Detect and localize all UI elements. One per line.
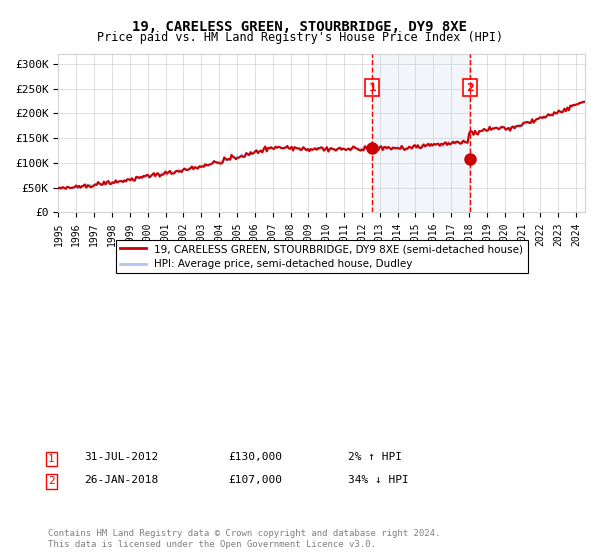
Bar: [372, 54, 470, 212]
Text: 1: 1: [368, 83, 376, 93]
Text: £107,000: £107,000: [228, 475, 282, 485]
Text: 2% ↑ HPI: 2% ↑ HPI: [348, 452, 402, 463]
Legend: 19, CARELESS GREEN, STOURBRIDGE, DY9 8XE (semi-detached house), HPI: Average pri: 19, CARELESS GREEN, STOURBRIDGE, DY9 8XE…: [116, 240, 527, 273]
Text: 1: 1: [48, 454, 55, 464]
Text: 2: 2: [466, 83, 474, 93]
Text: 19, CARELESS GREEN, STOURBRIDGE, DY9 8XE: 19, CARELESS GREEN, STOURBRIDGE, DY9 8XE: [133, 20, 467, 34]
Text: £130,000: £130,000: [228, 452, 282, 463]
Text: Price paid vs. HM Land Registry's House Price Index (HPI): Price paid vs. HM Land Registry's House …: [97, 31, 503, 44]
Text: Contains HM Land Registry data © Crown copyright and database right 2024.
This d: Contains HM Land Registry data © Crown c…: [48, 529, 440, 549]
Text: 34% ↓ HPI: 34% ↓ HPI: [348, 475, 409, 485]
Text: 2: 2: [48, 477, 55, 487]
Text: 26-JAN-2018: 26-JAN-2018: [84, 475, 158, 485]
Text: 31-JUL-2012: 31-JUL-2012: [84, 452, 158, 463]
